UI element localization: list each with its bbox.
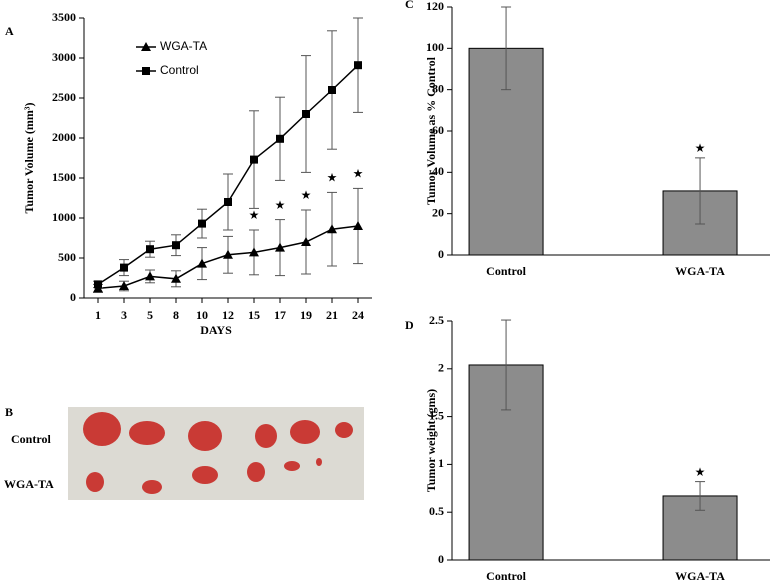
y-tick-label: 3000	[52, 50, 76, 64]
x-axis-label: DAYS	[200, 323, 232, 337]
data-point	[145, 271, 155, 281]
x-tick-label: Control	[486, 264, 526, 278]
significance-star: ★	[695, 465, 706, 479]
data-point	[119, 281, 129, 290]
y-tick-label: 2500	[52, 90, 76, 104]
tumor	[83, 412, 121, 446]
data-point	[250, 155, 258, 164]
data-point	[249, 247, 259, 257]
legend-marker	[141, 42, 151, 51]
x-tick-label: 19	[300, 308, 312, 322]
x-tick-label: WGA-TA	[675, 569, 725, 583]
tumor	[255, 424, 277, 448]
significance-star: ★	[695, 141, 706, 155]
row-label: Control	[11, 432, 51, 446]
tumor	[247, 462, 265, 482]
x-tick-label: 12	[222, 308, 234, 322]
y-tick-label: 3500	[52, 10, 76, 24]
y-tick-label: 20	[432, 205, 444, 219]
data-point	[328, 86, 336, 94]
data-point	[120, 263, 128, 272]
data-point	[276, 134, 284, 143]
y-tick-label: 1	[438, 456, 444, 470]
panel-label: B	[5, 405, 13, 419]
y-tick-label: 0	[70, 290, 76, 304]
tumor	[192, 466, 218, 484]
error-bar	[695, 481, 706, 511]
panel-label: C	[405, 0, 414, 11]
y-tick-label: 1500	[52, 170, 76, 184]
x-tick-label: 3	[121, 308, 127, 322]
y-tick-label: 1000	[52, 210, 76, 224]
error-bar	[501, 6, 512, 91]
y-tick-label: 0.5	[429, 504, 444, 518]
error-bar	[501, 319, 512, 411]
x-tick-label: 15	[248, 308, 260, 322]
y-tick-label: 60	[432, 123, 444, 137]
x-tick-label: 1	[95, 308, 101, 322]
tumor	[188, 421, 222, 451]
data-point	[275, 242, 285, 252]
tumor	[316, 458, 322, 466]
y-tick-label: 80	[432, 81, 444, 95]
data-point	[224, 198, 232, 206]
y-tick-label: 2	[438, 361, 444, 375]
data-point	[223, 249, 233, 259]
data-point	[301, 237, 311, 246]
tumor-photo: B Control WGA-TA	[4, 405, 364, 500]
x-tick-label: WGA-TA	[675, 264, 725, 278]
x-tick-label: 24	[352, 308, 364, 322]
y-axis-label: Tumor weight (gms)	[424, 389, 438, 492]
x-tick-label: 17	[274, 308, 286, 322]
significance-star: ★	[249, 208, 260, 222]
data-point	[171, 273, 181, 283]
data-point	[353, 221, 363, 230]
legend-label: Control	[160, 63, 199, 77]
tumor	[290, 420, 320, 444]
tumor	[129, 421, 165, 445]
data-point	[172, 241, 180, 250]
tumor	[142, 480, 162, 494]
data-point	[327, 224, 337, 234]
x-tick-label: 10	[196, 308, 208, 322]
y-tick-label: 0	[438, 552, 444, 566]
y-tick-label: 120	[426, 0, 444, 13]
y-tick-label: 500	[58, 250, 76, 264]
y-tick-label: 2000	[52, 130, 76, 144]
data-point	[197, 258, 207, 268]
y-tick-label: 40	[432, 164, 444, 178]
panel-label: A	[5, 24, 14, 38]
legend-marker	[142, 67, 150, 75]
data-point	[198, 219, 206, 228]
y-axis-label: Tumor Volume (mm³)	[22, 103, 36, 214]
significance-star: ★	[301, 188, 312, 202]
x-tick-label: 5	[147, 308, 153, 322]
tumor	[284, 461, 300, 471]
data-point	[354, 61, 362, 70]
error-bar	[695, 157, 706, 225]
row-label: WGA-TA	[4, 477, 54, 491]
y-tick-label: 100	[426, 40, 444, 54]
legend-label: WGA-TA	[160, 39, 207, 53]
y-tick-label: 2.5	[429, 313, 444, 327]
y-tick-label: 1.5	[429, 408, 444, 422]
y-axis-label: Tumor Volume as % Control	[424, 56, 438, 204]
tumor	[86, 472, 104, 492]
significance-star: ★	[353, 167, 364, 181]
x-tick-label: Control	[486, 569, 526, 583]
data-point	[94, 280, 102, 289]
data-point	[302, 110, 310, 118]
y-tick-label: 0	[438, 247, 444, 261]
significance-star: ★	[327, 171, 338, 185]
panel-label: D	[405, 318, 414, 332]
x-tick-label: 8	[173, 308, 179, 322]
tumor	[335, 422, 353, 438]
tumors	[83, 412, 353, 494]
data-point	[146, 245, 154, 254]
x-tick-label: 21	[326, 308, 338, 322]
significance-star: ★	[275, 198, 286, 212]
